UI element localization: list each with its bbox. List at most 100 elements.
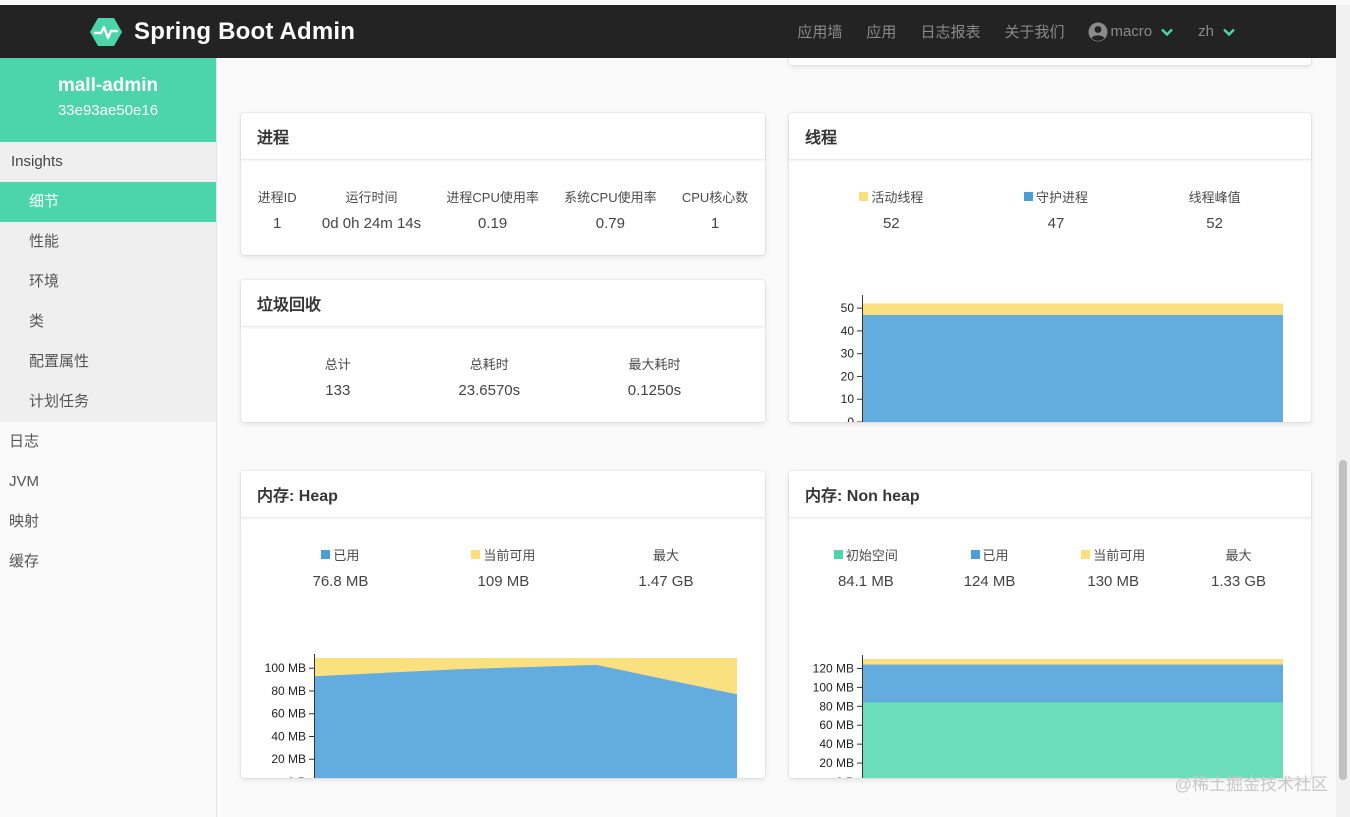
series-area (315, 664, 737, 778)
stat-value: 23.6570s (458, 382, 521, 399)
stat-label: 初始空间 (845, 548, 898, 563)
process-stats: 进程ID 1 运行时间 0d 0h 24m 14s 进程CPU使用率 0.19 … (241, 187, 765, 232)
nonheap-card: 内存: Non heap 初始空间 84.1 MB 已用 124 MB 当前可用… (789, 471, 1311, 778)
sidebar-item-config-props[interactable]: 配置属性 (29, 353, 90, 370)
stat-value: 1.33 GB (1211, 573, 1267, 590)
stat-label: CPU核心数 (681, 190, 749, 205)
sidebar-item-beans[interactable]: 类 (29, 313, 45, 330)
stat-label: 已用 (982, 548, 1009, 563)
page-scrollbar[interactable] (1336, 5, 1350, 817)
y-tick-label: 100 MB (265, 661, 306, 675)
chevron-down-icon (1223, 28, 1235, 36)
sidebar-item-mappings[interactable]: 映射 (9, 513, 40, 530)
nav-wallboard[interactable]: 应用墙 (797, 24, 843, 41)
sidebar-item-metrics[interactable]: 性能 (29, 233, 60, 250)
stat-label: 活动线程 (871, 190, 924, 205)
stat-value: 1.47 GB (638, 573, 694, 590)
y-tick-label: 80 MB (819, 699, 854, 713)
nav-applications[interactable]: 应用 (866, 24, 897, 41)
stat-value: 0.1250s (627, 382, 682, 399)
brand[interactable]: Spring Boot Admin (90, 5, 355, 58)
user-menu[interactable]: macro (1088, 22, 1174, 42)
legend-swatch (970, 550, 980, 559)
legend-swatch (859, 192, 869, 201)
y-tick-label: 0 (847, 415, 854, 422)
sidebar-group-insights: Insights 细节 性能 环境 类 配置属性 计划任务 (0, 142, 216, 422)
nav-about[interactable]: 关于我们 (1004, 24, 1065, 41)
language-label: zh (1198, 23, 1214, 40)
sidebar-item-insights[interactable]: Insights (11, 153, 63, 170)
sidebar-item-scheduled-tasks[interactable]: 计划任务 (29, 393, 90, 410)
stat-label: 最大 (652, 548, 679, 563)
y-tick-label: 80 MB (271, 684, 306, 698)
y-tick-label: 20 (841, 369, 855, 383)
stat-heap-used: 已用 76.8 MB (313, 545, 369, 590)
stat-label: 总计 (324, 357, 351, 372)
card-title: 内存: Non heap (789, 471, 1311, 518)
instance-header: mall-admin 33e93ae50e16 (0, 58, 216, 142)
language-menu[interactable]: zh (1198, 23, 1236, 40)
stat-label: 总耗时 (469, 357, 509, 372)
stat-label: 进程CPU使用率 (446, 190, 539, 205)
stat-uptime: 运行时间 0d 0h 24m 14s (322, 187, 421, 232)
top-nav: 应用墙 应用 日志报表 关于我们 macro zh (773, 5, 1236, 58)
legend-swatch (1023, 192, 1033, 201)
stat-label: 最大 (1225, 548, 1252, 563)
y-tick-label: 50 (841, 301, 855, 315)
y-tick-label: 40 MB (819, 737, 854, 751)
sidebar-item-caches[interactable]: 缓存 (9, 553, 40, 570)
gc-stats: 总计 133 总耗时 23.6570s 最大耗时 0.1250s (241, 354, 765, 399)
stat-value: 0.19 (478, 215, 508, 232)
sidebar-item-environment[interactable]: 环境 (29, 273, 60, 290)
stat-label: 已用 (333, 548, 360, 563)
stat-value: 84.1 MB (837, 573, 894, 590)
stat-heap-committed: 当前可用 109 MB (471, 545, 535, 590)
stat-label: 线程峰值 (1188, 190, 1241, 205)
stat-label: 守护进程 (1035, 190, 1088, 205)
user-avatar-icon (1088, 22, 1108, 41)
stat-value: 76.8 MB (312, 573, 369, 590)
scrollbar-thumb[interactable] (1339, 460, 1347, 780)
sidebar-item-logging[interactable]: 日志 (9, 433, 40, 450)
stat-pid: 进程ID 1 (258, 187, 297, 232)
stat-label: 进程ID (257, 190, 297, 205)
stat-value: 1 (272, 215, 282, 232)
stat-peak-threads: 线程峰值 52 (1189, 187, 1241, 232)
stat-cpu-cores: CPU核心数 1 (682, 187, 748, 232)
stat-value: 109 MB (477, 573, 530, 590)
stat-label: 当前可用 (1093, 548, 1146, 563)
stat-gc-total-time: 总耗时 23.6570s (458, 354, 520, 399)
nonheap-stats: 初始空间 84.1 MB 已用 124 MB 当前可用 130 MB 最大 1.… (789, 545, 1311, 590)
stat-label: 系统CPU使用率 (564, 190, 657, 205)
y-tick-label: 30 (841, 347, 855, 361)
heartbeat-logo-icon (90, 17, 122, 46)
stat-label: 最大耗时 (628, 357, 681, 372)
y-tick-label: 60 MB (819, 718, 854, 732)
threads-chart: 0102030405015:13:2415:13:2515:13:2615:13… (841, 295, 1283, 422)
stat-process-cpu: 进程CPU使用率 0.19 (446, 187, 538, 232)
stat-label: 当前可用 (483, 548, 536, 563)
stat-value: 52 (1206, 215, 1223, 232)
card-title: 垃圾回收 (241, 280, 765, 327)
heap-card: 内存: Heap 已用 76.8 MB 当前可用 109 MB 最大 1.47 … (241, 471, 765, 778)
y-tick-label: 20 MB (819, 756, 854, 770)
sidebar-item-jvm[interactable]: JVM (9, 473, 39, 490)
y-tick-label: 60 MB (271, 707, 306, 721)
stat-gc-count: 总计 133 (325, 354, 351, 399)
legend-swatch (321, 550, 331, 559)
stat-nonheap-max: 最大 1.33 GB (1211, 545, 1266, 590)
stat-value: 124 MB (963, 573, 1016, 590)
stat-nonheap-committed: 当前可用 130 MB (1081, 545, 1145, 590)
sidebar-item-details[interactable]: 细节 (0, 182, 216, 222)
main-content: 进程 进程ID 1 运行时间 0d 0h 24m 14s 进程CPU使用率 0.… (217, 58, 1336, 817)
nav-log-report[interactable]: 日志报表 (920, 24, 981, 41)
y-tick-label: 120 MB (813, 661, 854, 675)
legend-swatch (471, 550, 481, 559)
top-navbar: Spring Boot Admin 应用墙 应用 日志报表 关于我们 macro… (0, 5, 1336, 58)
stat-label: 运行时间 (345, 190, 398, 205)
stat-system-cpu: 系统CPU使用率 0.79 (564, 187, 656, 232)
brand-title: Spring Boot Admin (134, 17, 356, 45)
stat-daemon-threads: 守护进程 47 (1023, 187, 1088, 232)
stat-value: 52 (882, 215, 900, 232)
